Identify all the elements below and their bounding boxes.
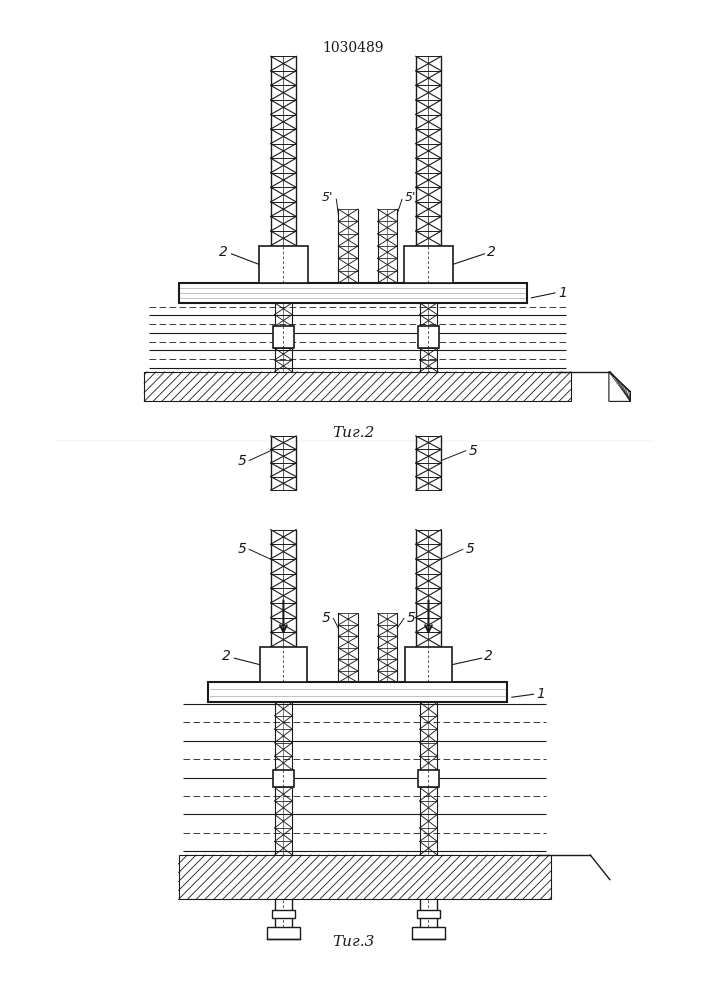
- Text: 5: 5: [466, 542, 474, 556]
- Bar: [267, 927, 300, 939]
- Polygon shape: [609, 372, 631, 401]
- Bar: [271, 910, 295, 918]
- Text: 5': 5': [405, 191, 416, 204]
- Text: Τиг.3: Τиг.3: [332, 935, 374, 949]
- Text: 5: 5: [322, 611, 330, 625]
- Text: 2: 2: [221, 649, 230, 663]
- Text: 5: 5: [238, 542, 246, 556]
- Text: 1: 1: [558, 286, 567, 300]
- Text: 2: 2: [484, 649, 493, 663]
- Text: 5: 5: [407, 611, 416, 625]
- Bar: [412, 927, 445, 939]
- Bar: [259, 246, 308, 283]
- Text: 5': 5': [322, 191, 334, 204]
- Bar: [416, 910, 440, 918]
- Bar: [405, 647, 452, 682]
- Text: 2: 2: [487, 245, 496, 259]
- Text: Τиг.2: Τиг.2: [332, 426, 374, 440]
- Bar: [404, 246, 453, 283]
- Bar: [208, 682, 507, 702]
- Bar: [260, 647, 307, 682]
- Text: 1: 1: [537, 687, 545, 701]
- Bar: [273, 326, 294, 348]
- Bar: [418, 770, 439, 787]
- Polygon shape: [144, 372, 571, 401]
- Bar: [418, 326, 439, 348]
- Text: 5: 5: [238, 454, 246, 468]
- Polygon shape: [178, 855, 551, 899]
- Text: 1030489: 1030489: [322, 41, 384, 55]
- Bar: [416, 930, 440, 938]
- Bar: [178, 283, 527, 303]
- Bar: [271, 930, 295, 938]
- Text: 2: 2: [218, 245, 228, 259]
- Bar: [273, 770, 294, 787]
- Text: 5: 5: [469, 444, 477, 458]
- Polygon shape: [610, 372, 629, 401]
